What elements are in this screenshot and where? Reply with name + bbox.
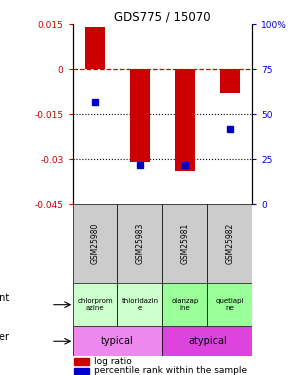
Bar bbox=[74, 368, 89, 374]
Bar bbox=[72, 283, 117, 326]
Bar bbox=[175, 69, 195, 171]
Text: typical: typical bbox=[101, 336, 134, 346]
Bar bbox=[162, 283, 207, 326]
Bar bbox=[162, 204, 207, 283]
Bar bbox=[130, 69, 150, 162]
Text: chlorprom
azine: chlorprom azine bbox=[77, 298, 113, 311]
Title: GDS775 / 15070: GDS775 / 15070 bbox=[114, 10, 211, 23]
Text: GSM25983: GSM25983 bbox=[135, 223, 144, 264]
Text: GSM25981: GSM25981 bbox=[180, 223, 189, 264]
Bar bbox=[72, 204, 117, 283]
Bar bbox=[117, 204, 162, 283]
Bar bbox=[207, 204, 252, 283]
Text: agent: agent bbox=[0, 293, 10, 303]
Bar bbox=[85, 27, 105, 69]
Bar bbox=[117, 283, 162, 326]
Bar bbox=[207, 283, 252, 326]
Text: thioridazin
e: thioridazin e bbox=[121, 298, 159, 311]
Text: quetiapi
ne: quetiapi ne bbox=[215, 298, 244, 311]
Bar bbox=[162, 326, 252, 356]
Text: olanzap
ine: olanzap ine bbox=[171, 298, 198, 311]
Text: GSM25980: GSM25980 bbox=[90, 223, 99, 264]
Bar bbox=[220, 69, 240, 93]
Text: GSM25982: GSM25982 bbox=[225, 223, 234, 264]
Bar bbox=[74, 358, 89, 364]
Bar bbox=[72, 326, 162, 356]
Text: log ratio: log ratio bbox=[94, 357, 132, 366]
Text: percentile rank within the sample: percentile rank within the sample bbox=[94, 366, 247, 375]
Text: atypical: atypical bbox=[188, 336, 227, 346]
Text: other: other bbox=[0, 332, 10, 342]
